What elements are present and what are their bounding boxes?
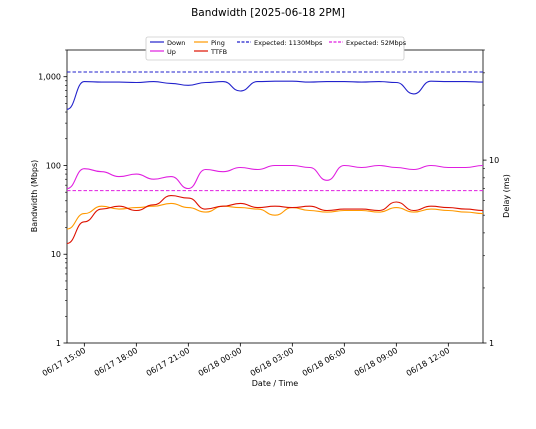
x-tick-label: 06/18 03:00 [249, 346, 296, 378]
x-tick-label: 06/18 12:00 [405, 346, 452, 378]
legend-label: Ping [211, 39, 225, 47]
legend-label: Expected: 1130Mbps [254, 39, 323, 47]
series-line-ttfb [66, 195, 484, 245]
x-tick-label: 06/18 00:00 [197, 346, 244, 378]
y-tick-label: 1,000 [38, 73, 61, 82]
y-tick-label: 1 [56, 339, 61, 348]
y2-tick-label: 10 [489, 156, 499, 165]
x-tick-label: 06/17 15:00 [41, 346, 88, 378]
x-axis-label: Date / Time [252, 379, 299, 388]
y-tick-label: 10 [51, 250, 61, 259]
chart-title: Bandwidth [2025-06-18 2PM] [191, 7, 345, 19]
y2-axis-label: Delay (ms) [502, 174, 511, 218]
legend-box [145, 36, 405, 61]
x-tick-label: 06/17 18:00 [93, 346, 140, 378]
x-tick-label: 06/18 09:00 [353, 346, 400, 378]
series-line-ping [66, 202, 484, 230]
y2-tick-label: 1 [489, 339, 494, 348]
legend-label: Expected: 52Mbps [346, 39, 407, 47]
legend-label: Up [167, 48, 176, 56]
y-tick-label: 100 [46, 161, 61, 170]
series-line-down [66, 80, 484, 110]
x-tick-label: 06/17 21:00 [145, 346, 192, 378]
legend-label: Down [167, 39, 185, 47]
legend-label: TTFB [210, 48, 227, 56]
y-axis-label: Bandwidth (Mbps) [30, 160, 39, 233]
x-tick-label: 06/18 06:00 [301, 346, 348, 378]
plot-frame [66, 49, 484, 344]
series-line-up [66, 164, 484, 190]
